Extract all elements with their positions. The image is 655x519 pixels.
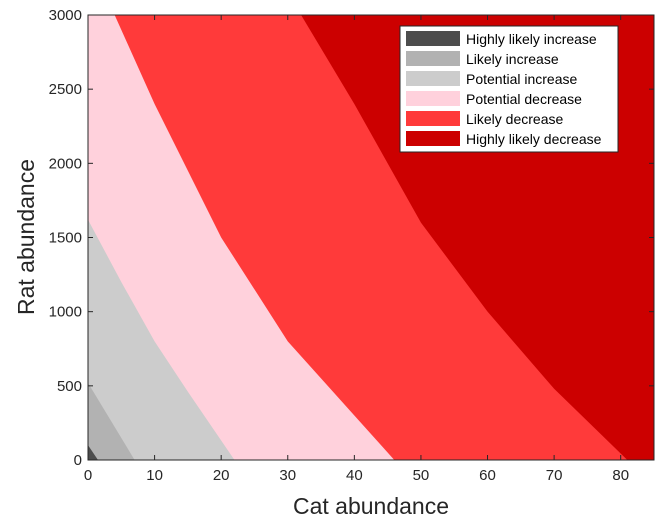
legend-swatch-likely-increase — [406, 51, 460, 66]
legend-swatch-highly-likely-decrease — [406, 131, 460, 146]
region-highly-likely-increase — [88, 445, 98, 460]
x-tick-label: 0 — [84, 467, 92, 484]
legend-label-potential-decrease: Potential decrease — [466, 91, 582, 107]
y-tick-label: 500 — [57, 378, 82, 395]
x-tick-label: 30 — [279, 467, 296, 484]
y-tick-label: 2500 — [49, 81, 82, 98]
x-tick-label: 60 — [479, 467, 496, 484]
x-tick-label: 80 — [612, 467, 629, 484]
region-likely-increase — [88, 382, 135, 460]
legend-swatch-potential-increase — [406, 71, 460, 86]
y-tick-label: 1500 — [49, 230, 82, 247]
y-tick-label: 0 — [74, 452, 82, 469]
axes-layer: 0 10 20 30 40 50 60 70 80 0 500 1000 1500 2000 2500 300… — [49, 7, 655, 484]
x-tick-label: 10 — [146, 467, 163, 484]
region-potential-increase — [88, 219, 235, 460]
legend: Highly likely increase Likely increase Pot… — [399, 25, 619, 153]
legend-label-likely-decrease: Likely decrease — [466, 111, 563, 127]
region-potential-decrease — [88, 15, 395, 460]
y-tick-label: 2000 — [49, 155, 82, 172]
y-axis-title: Rat abundance — [13, 159, 39, 315]
x-tick-label: 50 — [413, 467, 430, 484]
y-tick-label: 3000 — [49, 7, 82, 24]
x-tick-label: 20 — [213, 467, 230, 484]
x-axis-title: Cat abundance — [293, 493, 449, 519]
y-tick-label: 1000 — [49, 304, 82, 321]
legend-swatch-highly-likely-increase — [406, 31, 460, 46]
legend-label-potential-increase: Potential increase — [466, 71, 578, 87]
legend-swatch-likely-decrease — [406, 111, 460, 126]
x-tick-label: 40 — [346, 467, 363, 484]
legend-swatch-potential-decrease — [406, 91, 460, 106]
legend-label-likely-increase: Likely increase — [466, 51, 559, 67]
legend-label-highly-likely-increase: Highly likely increase — [466, 31, 597, 47]
x-tick-label: 70 — [546, 467, 563, 484]
legend-label-highly-likely-decrease: Highly likely decrease — [466, 131, 602, 147]
